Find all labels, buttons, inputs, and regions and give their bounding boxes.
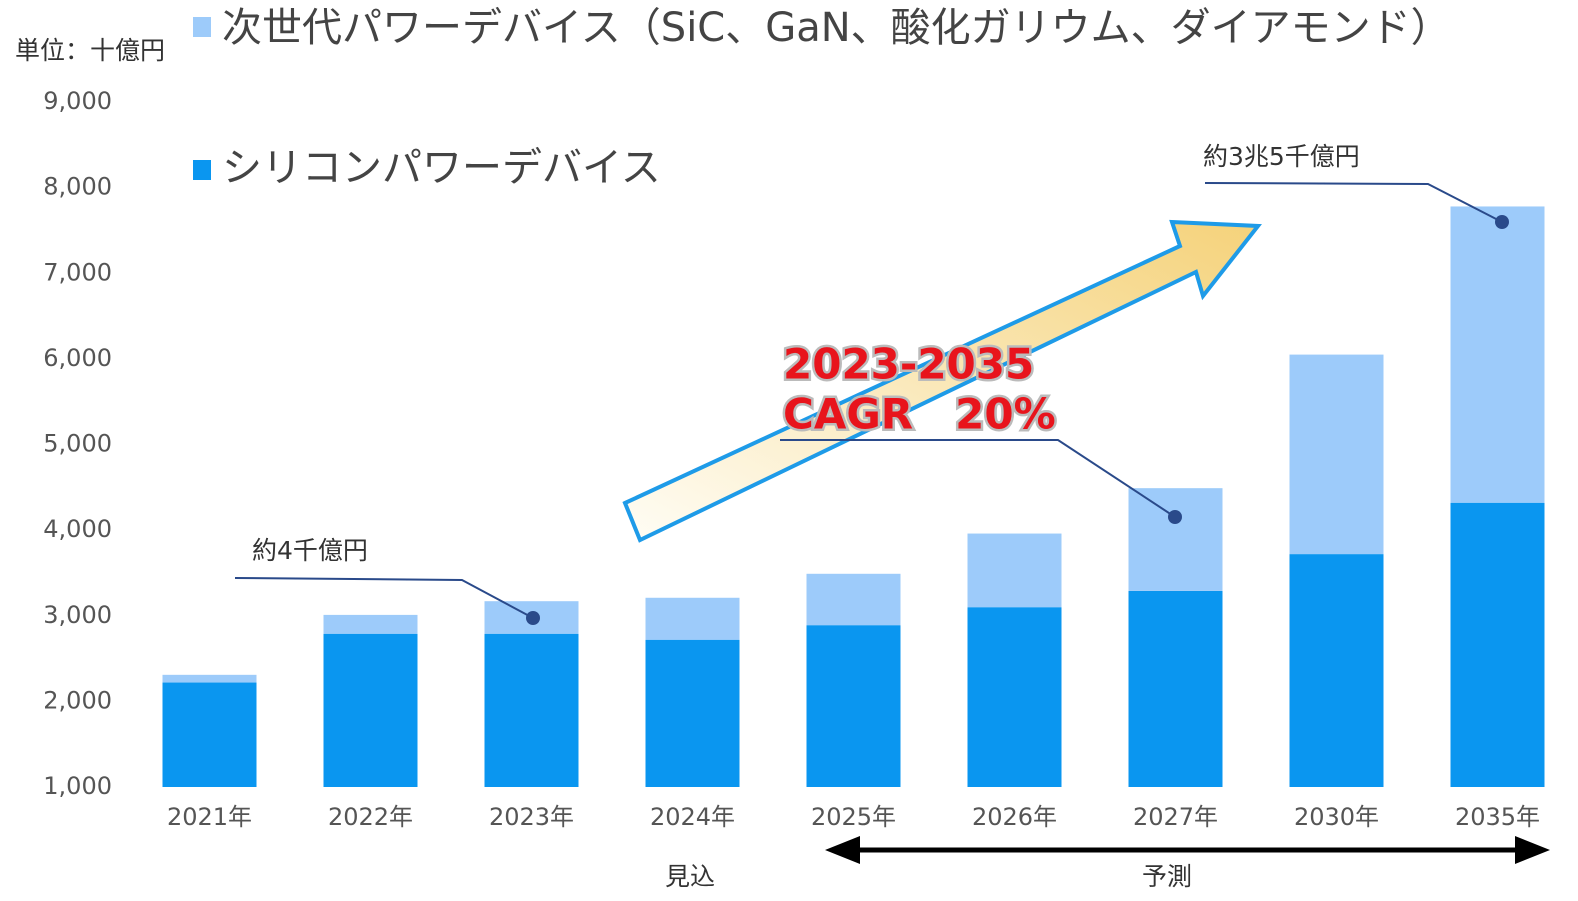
y-tick-label: 2,000 (43, 686, 112, 714)
bar-segment (162, 682, 257, 787)
arrow-head (825, 836, 860, 864)
bar-segment (645, 639, 740, 787)
growth-arrow (622, 219, 1262, 543)
x-tick-label: 2024年 (650, 803, 735, 831)
cagr-label: 2023-2035 (783, 340, 1034, 389)
bar-segment (323, 614, 418, 634)
y-tick-label: 8,000 (43, 173, 112, 201)
legend-swatch (193, 160, 211, 180)
bar-segment (1450, 502, 1545, 787)
bar-segment (162, 674, 257, 683)
bar-segment (1289, 354, 1384, 555)
x-tick-label: 2021年 (167, 803, 252, 831)
x-tick-label: 2022年 (328, 803, 413, 831)
x-tick-label: 2035年 (1455, 803, 1540, 831)
annotation: 約4千億円 (252, 536, 368, 565)
bar-segment (645, 597, 740, 640)
arrow-head (1515, 836, 1550, 864)
callout-dot (526, 611, 540, 625)
callout-line (1204, 182, 1503, 223)
y-tick-label: 1,000 (43, 772, 112, 800)
bar-segment (1450, 206, 1545, 503)
y-tick-label: 4,000 (43, 515, 112, 543)
x-tick-label: 2027年 (1133, 803, 1218, 831)
period-label: 見込 (665, 862, 715, 891)
legend-label: 次世代パワーデバイス（SiC、GaN、酸化ガリウム、ダイアモンド） (222, 5, 1451, 51)
callout-line (780, 439, 1176, 518)
y-tick-label: 3,000 (43, 601, 112, 629)
y-tick-label: 5,000 (43, 430, 112, 458)
legend-label: シリコンパワーデバイス (222, 145, 661, 191)
legend-swatch (193, 17, 211, 37)
bar-segment (967, 607, 1062, 787)
bar-segment (967, 533, 1062, 608)
callout-dot (1168, 510, 1182, 524)
x-tick-label: 2026年 (972, 803, 1057, 831)
y-tick-label: 7,000 (43, 258, 112, 286)
x-tick-label: 2030年 (1294, 803, 1379, 831)
callout-line (234, 577, 534, 619)
y-tick-label: 9,000 (43, 87, 112, 115)
bar-segment (1289, 554, 1384, 787)
bar-segment (1128, 488, 1223, 591)
bar-segment (806, 573, 901, 626)
bar-segment (484, 633, 579, 787)
bar-segment (1128, 590, 1223, 787)
x-tick-label: 2023年 (489, 803, 574, 831)
bar-segment (323, 633, 418, 787)
callout-dot (1495, 215, 1509, 229)
annotation: 約3兆5千億円 (1203, 142, 1360, 171)
cagr-label: CAGR 20% (783, 390, 1056, 439)
unit-label: 単位：十億円 (15, 36, 165, 65)
bar-segment (806, 625, 901, 787)
period-label: 予測 (1142, 862, 1192, 891)
x-tick-label: 2025年 (811, 803, 896, 831)
y-tick-label: 6,000 (43, 344, 112, 372)
